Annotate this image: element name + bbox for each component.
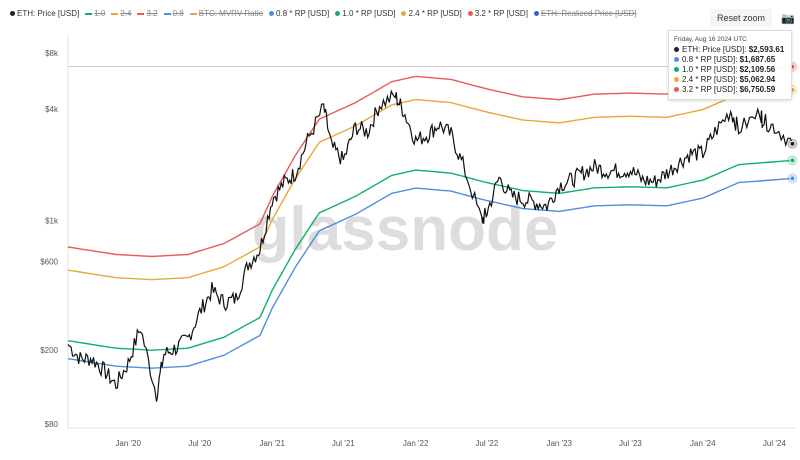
legend-label: 0.8 * RP [USD] <box>276 9 330 18</box>
x-tick-label: Jan '21 <box>259 439 285 448</box>
legend-item[interactable]: 1.0 <box>85 9 105 18</box>
series-dot <box>674 87 679 92</box>
x-tick-label: Jan '23 <box>546 439 572 448</box>
price-end-dot <box>789 140 796 147</box>
reset-zoom-button[interactable]: Reset zoom <box>710 9 773 27</box>
x-tick-label: Jul '20 <box>188 439 211 448</box>
tooltip-label: ETH: Price [USD]: <box>682 45 749 54</box>
price-line <box>67 89 794 402</box>
tooltip-date: Friday, Aug 16 2024 UTC <box>674 36 747 43</box>
series-dot <box>674 57 679 62</box>
tooltip-row: 1.0 * RP [USD]: $2,109.56 <box>674 65 786 75</box>
y-tick-label: $1k <box>45 217 59 226</box>
legend-item[interactable]: ETH: Price [USD] <box>10 9 79 18</box>
x-tick-label: Jan '24 <box>690 439 716 448</box>
tooltip-label: 1.0 * RP [USD]: <box>682 65 740 74</box>
legend-marker <box>189 12 197 15</box>
tooltip-value: $5,062.94 <box>739 75 776 84</box>
x-tick-label: Jan '20 <box>115 439 141 448</box>
legend-marker <box>137 12 145 15</box>
legend-marker <box>10 11 15 16</box>
series-dot <box>674 47 679 52</box>
legend-item[interactable]: 1.0 * RP [USD] <box>335 9 395 18</box>
legend-marker <box>533 11 539 16</box>
legend-item[interactable]: ETH: Realized Price [USD] <box>533 9 637 18</box>
legend-item[interactable]: BTC: MVRV Ratio <box>189 9 264 18</box>
tooltip-row: 0.8 * RP [USD]: $1,687.65 <box>674 55 786 65</box>
tooltip-label: 3.2 * RP [USD]: <box>682 85 740 94</box>
tooltip-label: 0.8 * RP [USD]: <box>682 55 740 64</box>
y-tick-label: $200 <box>40 346 58 355</box>
band-line-3.2 <box>67 66 793 258</box>
y-tick-label: $8k <box>45 49 59 58</box>
legend-label: BTC: MVRV Ratio <box>198 9 264 18</box>
tooltip-value: $2,109.56 <box>739 65 776 74</box>
tooltip-value: $1,687.65 <box>739 55 776 64</box>
tooltip-value: $2,593.61 <box>748 45 785 54</box>
tooltip: Friday, Aug 16 2024 UTC ETH: Price [USD]… <box>668 30 792 100</box>
band-end-dot <box>789 175 796 182</box>
legend-label: 2.4 <box>120 9 132 18</box>
x-tick-label: Jul '24 <box>763 439 786 448</box>
legend: ETH: Price [USD] 1.0 2.4 3.2 0.8 BTC: MVRV Ra… <box>10 9 637 18</box>
legend-label: ETH: Price [USD] <box>17 9 80 18</box>
tooltip-value: $6,750.59 <box>739 85 776 94</box>
tooltip-label: 2.4 * RP [USD]: <box>682 75 740 84</box>
legend-marker <box>85 12 93 15</box>
band-line-2.4 <box>67 89 793 281</box>
legend-item[interactable]: 2.4 * RP [USD] <box>401 9 462 18</box>
band-end-dot <box>789 157 796 164</box>
legend-label: 1.0 * RP [USD] <box>342 9 396 18</box>
x-tick-label: Jan '22 <box>403 439 429 448</box>
legend-label: ETH: Realized Price [USD] <box>540 9 637 18</box>
legend-marker <box>269 11 275 16</box>
legend-item[interactable]: 3.2 <box>137 9 158 18</box>
tooltip-row: ETH: Price [USD]: $2,593.61 <box>674 45 786 55</box>
series-dot <box>674 67 679 72</box>
band-line-1 <box>67 159 793 351</box>
band-line-0.8 <box>67 177 793 369</box>
legend-marker <box>401 11 407 16</box>
legend-item[interactable]: 0.8 <box>163 9 184 18</box>
legend-label: 1.0 <box>94 9 106 18</box>
x-tick-label: Jul '21 <box>332 439 355 448</box>
y-tick-label: $600 <box>40 258 58 267</box>
legend-label: 3.2 <box>146 9 158 18</box>
tooltip-row: 3.2 * RP [USD]: $6,750.59 <box>674 85 786 95</box>
series-dot <box>674 77 679 82</box>
legend-marker <box>335 11 341 16</box>
watermark: glassnode <box>252 195 559 264</box>
x-tick-label: Jul '22 <box>475 439 498 448</box>
legend-item[interactable]: 2.4 <box>111 9 131 18</box>
legend-marker <box>467 11 473 16</box>
legend-marker <box>111 12 119 15</box>
legend-label: 3.2 * RP [USD] <box>474 9 528 18</box>
legend-label: 2.4 * RP [USD] <box>408 9 462 18</box>
camera-icon[interactable]: 📷 <box>781 13 795 25</box>
x-tick-label: Jul '23 <box>619 439 642 448</box>
y-tick-label: $80 <box>45 420 59 429</box>
legend-label: 0.8 <box>172 9 184 18</box>
tooltip-row: 2.4 * RP [USD]: $5,062.94 <box>674 75 786 85</box>
legend-marker <box>163 12 171 15</box>
legend-item[interactable]: 3.2 * RP [USD] <box>467 9 528 18</box>
y-tick-label: $4k <box>45 105 59 114</box>
legend-item[interactable]: 0.8 * RP [USD] <box>269 9 329 18</box>
